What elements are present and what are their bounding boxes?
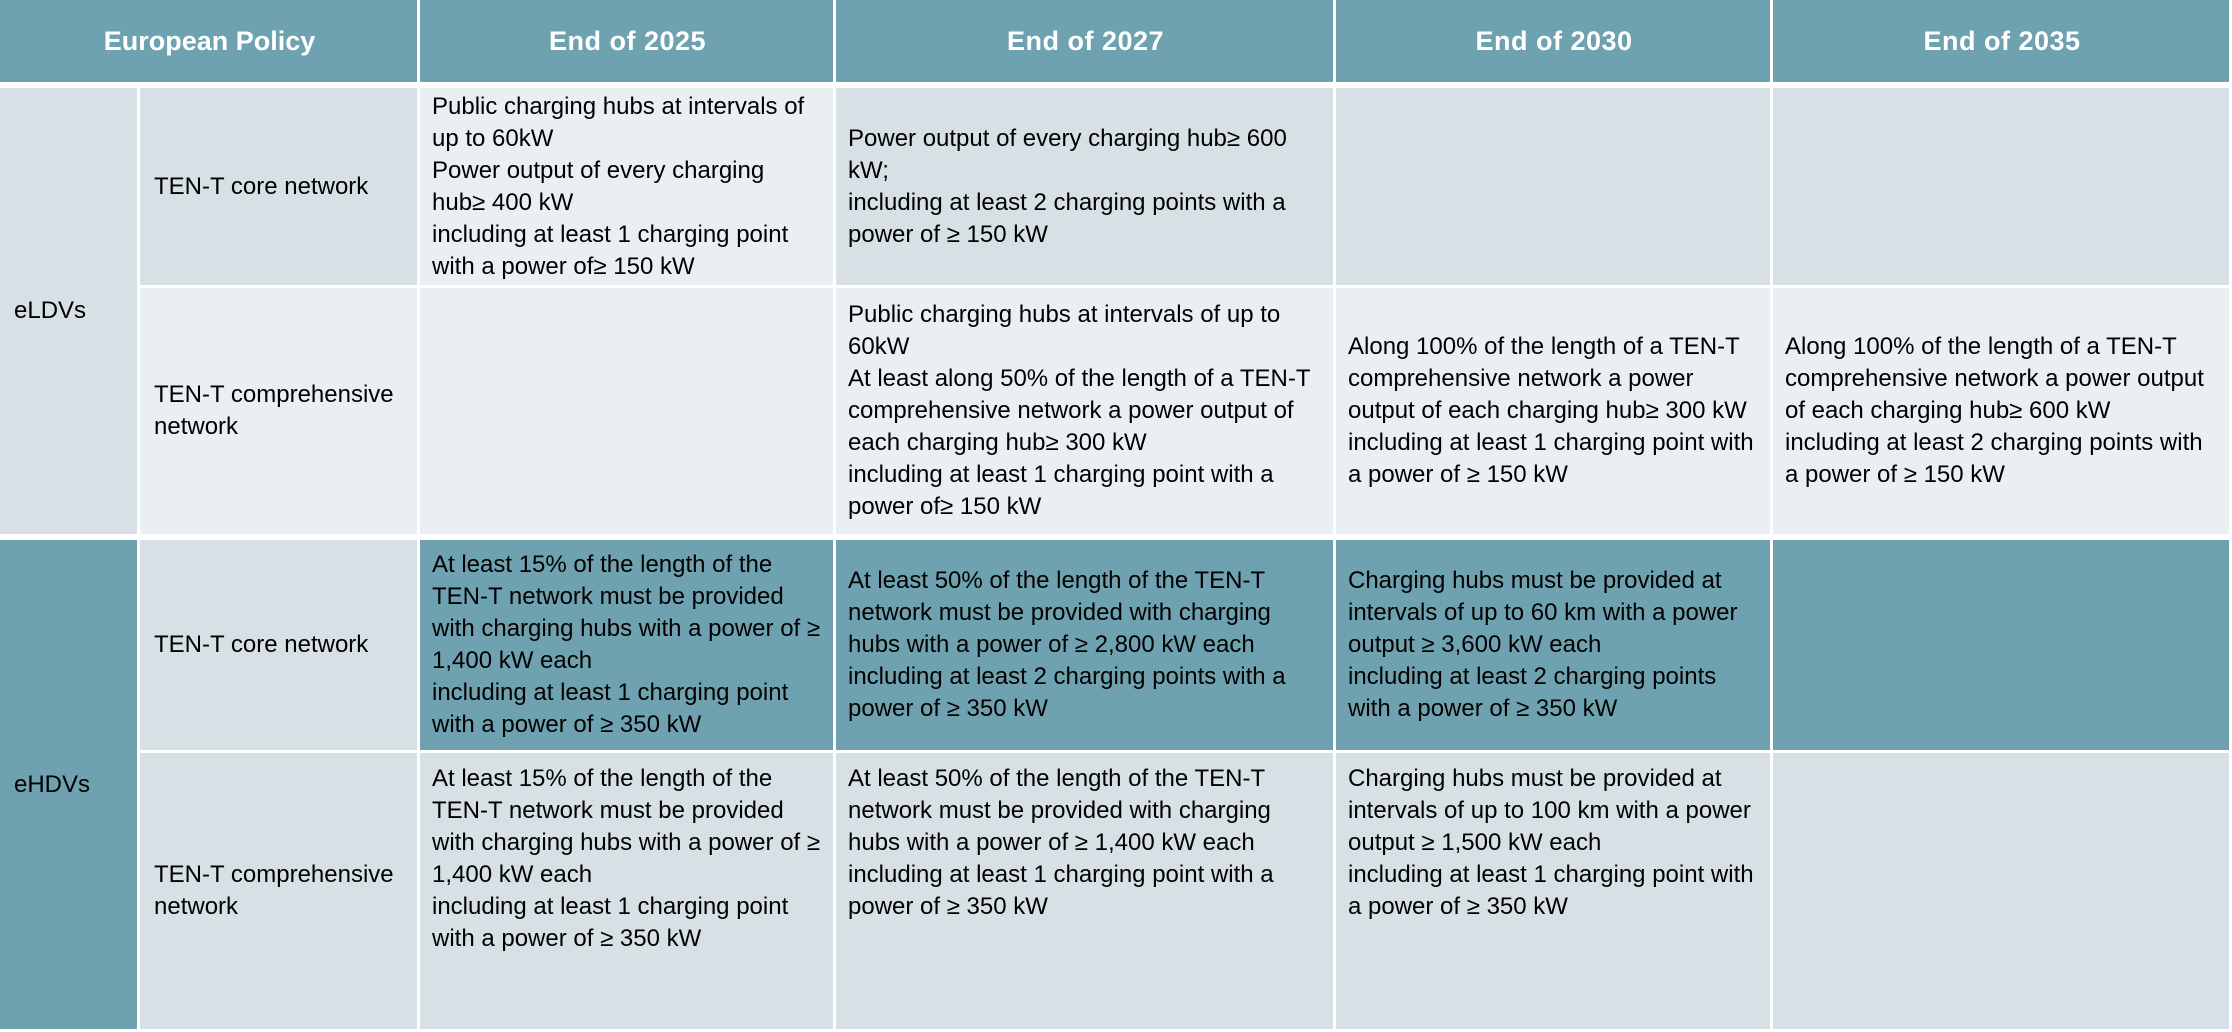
policy-cell <box>1773 753 2232 1032</box>
policy-cell: Charging hubs must be provided at interv… <box>1336 753 1773 1032</box>
header-2025: End of 2025 <box>420 0 836 88</box>
group-label-ehdvs: eHDVs <box>0 540 140 1032</box>
policy-cell: Public charging hubs at intervals of up … <box>836 288 1336 540</box>
policy-cell: Power output of every charging hub≥ 600 … <box>836 88 1336 288</box>
header-2027: End of 2027 <box>836 0 1336 88</box>
policy-cell: Public charging hubs at intervals of up … <box>420 88 836 288</box>
network-label: TEN-T comprehensive network <box>140 753 420 1032</box>
group-label-eldvs: eLDVs <box>0 88 140 540</box>
header-2035: End of 2035 <box>1773 0 2232 88</box>
policy-cell: Along 100% of the length of a TEN-T comp… <box>1336 288 1773 540</box>
policy-cell: Charging hubs must be provided at interv… <box>1336 540 1773 753</box>
policy-cell <box>420 288 836 540</box>
network-label: TEN-T comprehensive network <box>140 288 420 540</box>
network-label: TEN-T core network <box>140 540 420 753</box>
policy-cell: At least 15% of the length of the TEN-T … <box>420 753 836 1032</box>
policy-cell: Along 100% of the length of a TEN-T comp… <box>1773 288 2232 540</box>
policy-cell <box>1773 540 2232 753</box>
policy-cell <box>1773 88 2232 288</box>
network-label: TEN-T core network <box>140 88 420 288</box>
policy-cell: At least 50% of the length of the TEN-T … <box>836 540 1336 753</box>
policy-cell <box>1336 88 1773 288</box>
header-policy: European Policy <box>0 0 420 88</box>
policy-cell: At least 50% of the length of the TEN-T … <box>836 753 1336 1032</box>
policy-cell: At least 15% of the length of the TEN-T … <box>420 540 836 753</box>
header-2030: End of 2030 <box>1336 0 1773 88</box>
